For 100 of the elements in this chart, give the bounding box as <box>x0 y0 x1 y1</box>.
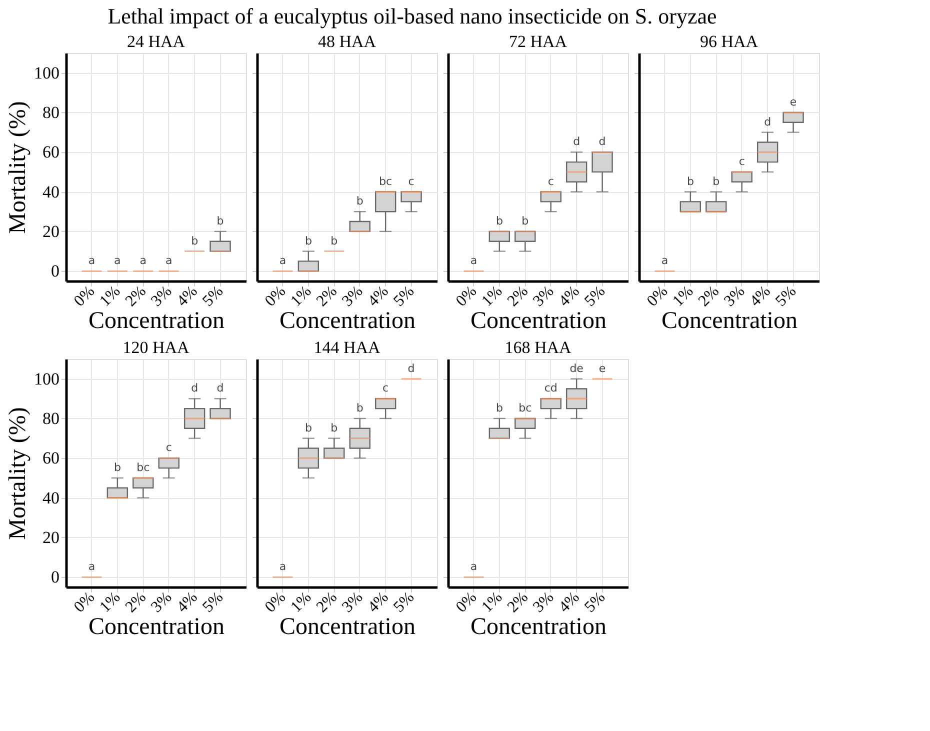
y-tick-label: 40 <box>42 488 60 508</box>
x-tick-label: 0% <box>262 282 290 310</box>
x-tick-label: 2% <box>695 282 723 310</box>
y-axis-title: Mortality (%) <box>5 101 31 234</box>
chart-subtitle: 168 HAA <box>504 338 572 357</box>
annotation: cd <box>544 382 558 395</box>
x-tick-label: 3% <box>530 282 558 310</box>
annotation: c <box>548 174 554 188</box>
x-tick-label: 5% <box>772 282 800 310</box>
annotation: a <box>114 254 121 268</box>
annotation: b <box>191 234 198 248</box>
x-axis-title: Concentration <box>88 614 224 640</box>
x-axis-title: Concentration <box>88 308 224 334</box>
annotation: b <box>686 174 694 188</box>
x-tick-label: 1% <box>670 282 697 310</box>
x-tick-label: 0% <box>644 282 672 310</box>
x-axis-title: Concentration <box>280 614 416 640</box>
annotation: c <box>408 174 414 188</box>
annotation: b <box>496 401 503 414</box>
x-axis-title: Concentration <box>662 308 798 334</box>
x-tick-label: 2% <box>504 282 532 310</box>
x-tick-label: 0% <box>452 282 480 310</box>
annotation: b <box>330 234 338 248</box>
annotation: de <box>570 362 584 375</box>
text: Lethal impact of a eucalyptus oil-based nano insecticide on S. oryzae <box>108 4 717 28</box>
x-axis-title: Concentration <box>470 614 606 640</box>
annotation: d <box>408 362 415 375</box>
annotation: a <box>279 254 286 268</box>
y-tick-label: 60 <box>42 448 60 468</box>
x-tick-label: 4% <box>174 588 201 616</box>
x-axis-title: Concentration <box>280 308 416 334</box>
annotation: b <box>712 174 720 188</box>
chart-subtitle: 144 HAA <box>314 338 382 357</box>
x-tick-label: 3% <box>339 282 366 310</box>
chart-subtitle: 72 HAA <box>508 32 568 51</box>
y-tick-label: 20 <box>42 528 60 547</box>
annotation: c <box>382 382 389 395</box>
annotation: a <box>661 254 668 268</box>
annotation: a <box>470 254 478 268</box>
y-tick-label: 0 <box>51 262 60 281</box>
x-tick-label: 3% <box>530 588 558 616</box>
y-tick-label: 40 <box>42 182 60 202</box>
annotation: c <box>738 154 745 168</box>
y-tick-label: 20 <box>42 222 60 241</box>
y-tick-label: 60 <box>42 142 60 162</box>
x-tick-label: 0% <box>70 588 98 616</box>
annotation: e <box>790 95 797 108</box>
annotation: a <box>88 560 96 574</box>
y-axis-title: Mortality (%) <box>5 407 31 540</box>
x-tick-label: 3% <box>721 282 748 310</box>
x-tick-label: 1% <box>288 282 315 310</box>
annotation: d <box>764 115 772 128</box>
x-tick-label: 1% <box>96 282 124 310</box>
x-tick-label: 2% <box>504 588 532 616</box>
x-tick-label: 2% <box>122 588 150 616</box>
x-tick-label: 4% <box>364 282 392 310</box>
x-tick-label: 4% <box>174 282 201 310</box>
annotation: b <box>330 421 338 434</box>
annotation: e <box>598 362 606 375</box>
x-tick-label: 5% <box>200 282 227 310</box>
x-tick-label: 0% <box>262 588 290 616</box>
annotation: a <box>140 254 147 268</box>
annotation: b <box>304 421 312 434</box>
x-tick-label: 4% <box>556 282 583 310</box>
y-tick-label: 0 <box>51 568 60 587</box>
annotation: bc <box>379 174 392 188</box>
x-tick-label: 1% <box>96 588 124 616</box>
x-tick-label: 1% <box>478 588 506 616</box>
x-axis-title: Concentration <box>470 308 606 334</box>
chart-subtitle: 48 HAA <box>318 32 377 51</box>
annotation: d <box>216 382 224 395</box>
y-tick-label: 80 <box>42 408 60 428</box>
annotation: b <box>496 214 503 228</box>
annotation: b <box>522 214 529 228</box>
annotation: d <box>598 135 606 148</box>
annotation: d <box>191 382 198 395</box>
annotation: a <box>88 254 96 268</box>
x-tick-label: 5% <box>582 588 609 616</box>
chart-subtitle: 24 HAA <box>126 32 186 51</box>
x-tick-label: 1% <box>288 588 315 616</box>
chart-subtitle: 120 HAA <box>122 338 190 357</box>
annotation: b <box>304 234 312 248</box>
annotation: c <box>166 441 172 454</box>
x-tick-label: 5% <box>200 588 227 616</box>
x-tick-label: 5% <box>582 282 609 310</box>
annotation: b <box>356 401 364 414</box>
annotation: b <box>216 214 224 228</box>
x-tick-label: 5% <box>390 588 418 616</box>
annotation: bc <box>136 460 150 474</box>
annotation: b <box>356 194 364 208</box>
annotation: a <box>470 560 478 574</box>
annotation: d <box>573 135 580 148</box>
chart-subtitle: 96 HAA <box>700 32 759 51</box>
annotation: a <box>279 560 286 574</box>
x-tick-label: 0% <box>70 282 98 310</box>
x-tick-label: 3% <box>339 588 366 616</box>
x-tick-label: 4% <box>556 588 583 616</box>
annotation: b <box>114 460 121 474</box>
annotation: a <box>165 254 172 268</box>
y-tick-label: 100 <box>34 63 60 82</box>
